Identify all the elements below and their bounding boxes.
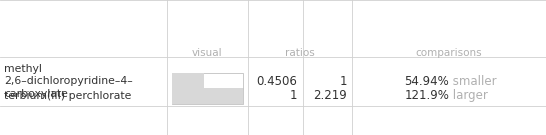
Text: comparisons: comparisons [416, 48, 483, 58]
Text: smaller: smaller [449, 75, 497, 88]
Text: 121.9%: 121.9% [404, 89, 449, 102]
Text: ratios: ratios [286, 48, 315, 58]
Text: 0.4506: 0.4506 [257, 75, 298, 88]
Text: methyl
2,6–dichloropyridine–4–
carboxylate: methyl 2,6–dichloropyridine–4– carboxyla… [4, 64, 133, 99]
Text: terbium(III) perchlorate: terbium(III) perchlorate [4, 91, 132, 101]
Bar [172, 88, 243, 104]
Text: visual: visual [192, 48, 223, 58]
Bar [172, 73, 204, 90]
Text: 1: 1 [339, 75, 347, 88]
Bar [172, 73, 243, 90]
Text: larger: larger [449, 89, 488, 102]
Bar [172, 88, 243, 104]
Text: 1: 1 [290, 89, 298, 102]
Text: 54.94%: 54.94% [405, 75, 449, 88]
Text: 2.219: 2.219 [313, 89, 347, 102]
